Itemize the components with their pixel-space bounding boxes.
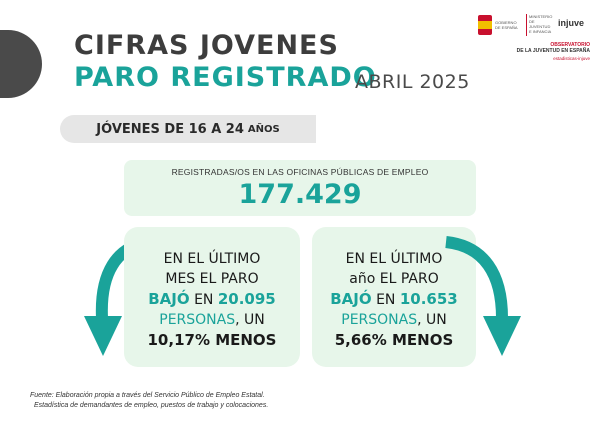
- source-line2: Estadística de demandantes de empleo, pu…: [34, 402, 269, 409]
- title-line1: CIFRAS JOVENES: [74, 30, 339, 61]
- age-range-end: AÑOS: [247, 123, 280, 135]
- monthly-line1: EN EL ÚLTIMO: [163, 251, 261, 267]
- gov-text: GOBIERNO DE ESPAÑA: [495, 20, 518, 30]
- yearly-un: , UN: [417, 312, 447, 328]
- yearly-persons: PERSONAS: [341, 312, 418, 328]
- monthly-change-card: EN EL ÚLTIMO MES EL PARO BAJÓ EN 20.095 …: [124, 227, 300, 367]
- report-date: ABRIL 2025: [355, 71, 470, 93]
- title-line2: PARO REGISTRADO: [74, 62, 377, 93]
- monthly-verb: BAJÓ: [148, 290, 190, 308]
- age-range-main: JÓVENES DE 16 A 24: [96, 121, 244, 137]
- monthly-line2: MES EL PARO: [165, 271, 259, 287]
- right-down-arrow-icon: [445, 236, 521, 356]
- total-registered-box: REGISTRADAS/OS EN LAS OFICINAS PÚBLICAS …: [124, 160, 476, 216]
- government-logo: GOBIERNO DE ESPAÑA MINISTERIO DE JUVENTU…: [478, 12, 552, 38]
- total-value: 177.429: [238, 179, 362, 210]
- yearly-prep: EN: [371, 292, 400, 308]
- institution-logos: GOBIERNO DE ESPAÑA MINISTERIO DE JUVENTU…: [478, 10, 590, 66]
- yearly-percent: 5,66% MENOS: [334, 331, 454, 349]
- total-label: REGISTRADAS/OS EN LAS OFICINAS PÚBLICAS …: [171, 167, 429, 177]
- monthly-amount: 20.095: [217, 290, 276, 308]
- ministry-text: MINISTERIO DE JUVENTUD E INFANCIA: [526, 14, 552, 36]
- yearly-line1: EN EL ÚLTIMO: [345, 251, 443, 267]
- observatory-subtitle: DE LA JUVENTUD EN ESPAÑA: [516, 48, 590, 54]
- spain-crest-icon: [478, 15, 492, 35]
- age-range-banner: JÓVENES DE 16 A 24 AÑOS: [60, 115, 316, 143]
- source-line1: Fuente: Elaboración propia a través del …: [30, 392, 265, 399]
- yearly-change-card: EN EL ÚLTIMO año EL PARO BAJÓ EN 10.653 …: [312, 227, 476, 367]
- monthly-percent: 10,17% MENOS: [147, 331, 277, 349]
- observatory-link: estadisticas-injuve: [553, 56, 590, 61]
- decorative-half-circle: [0, 30, 42, 98]
- source-note: Fuente: Elaboración propia a través del …: [30, 391, 268, 411]
- monthly-un: , UN: [235, 312, 265, 328]
- injuve-logo: injuve: [558, 18, 585, 28]
- observatory-title: OBSERVATORIO: [550, 42, 590, 48]
- monthly-prep: EN: [189, 292, 218, 308]
- monthly-persons: PERSONAS: [159, 312, 236, 328]
- yearly-line2: año EL PARO: [349, 271, 439, 287]
- yearly-amount: 10.653: [399, 290, 458, 308]
- yearly-verb: BAJÓ: [330, 290, 372, 308]
